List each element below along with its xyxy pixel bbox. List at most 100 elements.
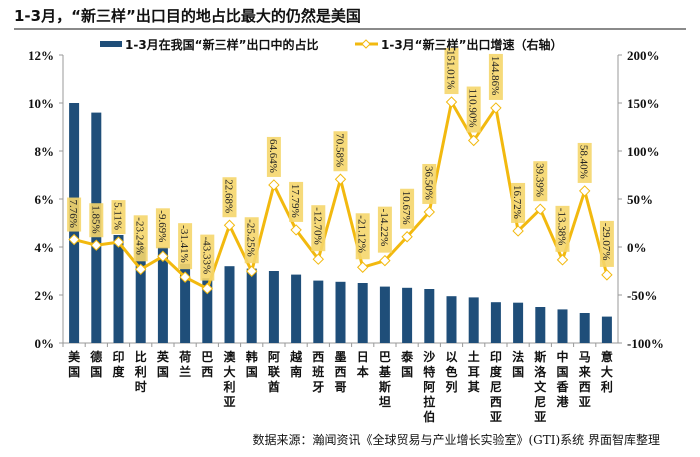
right-tick-label: -50% [627, 288, 657, 303]
data-label: 36.50% [422, 166, 434, 200]
line-marker [68, 233, 80, 246]
category-char: 其 [468, 379, 480, 394]
data-label: -12.70% [311, 207, 323, 245]
category-label: 德国 [90, 349, 102, 379]
data-label: 10.67% [400, 191, 412, 225]
data-label-bg [311, 205, 326, 252]
category-char: 牙 [312, 380, 324, 394]
bar [379, 286, 390, 343]
category-char: 印 [490, 350, 502, 364]
category-label: 土耳其 [468, 349, 480, 394]
category-label: 意大利 [601, 349, 613, 394]
category-char: 斯 [379, 379, 391, 394]
category-char: 拉 [423, 394, 435, 409]
category-char: 伯 [423, 409, 435, 424]
category-char: 西 [201, 365, 213, 379]
line-marker [157, 250, 169, 263]
category-label: 中国香港 [555, 349, 569, 409]
bar [180, 263, 191, 343]
category-label: 澳大利亚 [223, 349, 236, 409]
category-char: 班 [312, 364, 324, 379]
category-char: 亚 [223, 395, 235, 409]
category-char: 泰 [400, 349, 414, 364]
line-marker [245, 265, 258, 277]
left-tick-label: 4% [35, 240, 55, 255]
category-label: 韩国 [246, 349, 258, 379]
data-label: 110.90% [467, 89, 479, 128]
data-label-bg [466, 86, 481, 133]
category-char: 大 [223, 364, 235, 379]
right-tick-label: 100% [627, 144, 660, 159]
line-marker [490, 102, 502, 114]
data-label: 17.79% [289, 184, 301, 218]
category-char: 利 [223, 379, 235, 394]
data-label: 58.40% [578, 145, 590, 179]
bar [202, 278, 213, 343]
line-marker [201, 282, 214, 295]
line-marker [601, 269, 613, 281]
growth-line [73, 97, 609, 291]
category-char: 亚 [534, 410, 546, 424]
line-marker [356, 261, 369, 273]
data-label: -29.07% [600, 223, 612, 261]
category-char: 巴 [379, 350, 391, 364]
data-label: -43.33% [200, 237, 212, 275]
right-tick-label: 0% [627, 240, 647, 255]
category-char: 斯 [534, 349, 546, 364]
category-char: 本 [357, 364, 369, 379]
left-tick-label: 10% [28, 96, 54, 111]
bar [446, 296, 457, 343]
data-label: 151.01% [445, 50, 457, 89]
category-label: 泰国 [400, 349, 414, 379]
category-label: 斯洛文尼亚 [534, 349, 547, 424]
line-marker [90, 239, 103, 251]
category-char: 意 [601, 349, 613, 364]
category-label: 法国 [512, 349, 524, 379]
data-label-bg [400, 188, 415, 229]
data-label-bg [67, 197, 82, 232]
category-char: 南 [290, 364, 302, 379]
category-char: 国 [556, 365, 568, 379]
data-label-bg [222, 177, 237, 218]
line-marker [268, 179, 280, 191]
data-label-bg [333, 131, 348, 172]
category-char: 韩 [246, 349, 258, 364]
category-char: 哥 [334, 380, 346, 394]
line-marker [112, 236, 125, 248]
category-char: 荷 [178, 349, 191, 364]
legend-line-marker [361, 39, 371, 49]
category-char: 基 [378, 364, 392, 379]
data-label-bg [111, 200, 126, 235]
left-tick-label: 6% [35, 192, 55, 207]
data-label: -31.41% [178, 225, 190, 263]
left-tick-label: 8% [35, 144, 55, 159]
line-marker [556, 254, 569, 266]
category-char: 日 [357, 350, 369, 364]
category-char: 德 [90, 349, 102, 364]
data-label-bg [89, 203, 104, 238]
category-char: 英 [157, 349, 170, 364]
right-tick-label: 200% [627, 48, 660, 63]
line-marker [379, 254, 391, 267]
category-char: 墨 [334, 350, 346, 364]
line-marker [467, 134, 480, 147]
category-char: 列 [445, 379, 457, 394]
line-marker [401, 231, 413, 243]
category-label: 荷兰 [178, 349, 191, 379]
line-marker [334, 173, 347, 185]
category-char: 国 [246, 365, 258, 379]
data-label: 5.11% [112, 202, 124, 230]
category-char: 西 [312, 350, 324, 364]
bar [268, 271, 279, 343]
category-label: 美国 [68, 349, 81, 379]
category-label: 巴基斯坦 [378, 350, 392, 409]
category-char: 洛 [534, 364, 547, 379]
category-char: 兰 [179, 364, 191, 379]
category-char: 沙 [423, 350, 435, 364]
data-label: 39.39% [533, 163, 545, 197]
category-char: 越 [289, 349, 303, 364]
category-label: 沙特阿拉伯 [423, 350, 435, 424]
data-label-bg [422, 163, 437, 204]
